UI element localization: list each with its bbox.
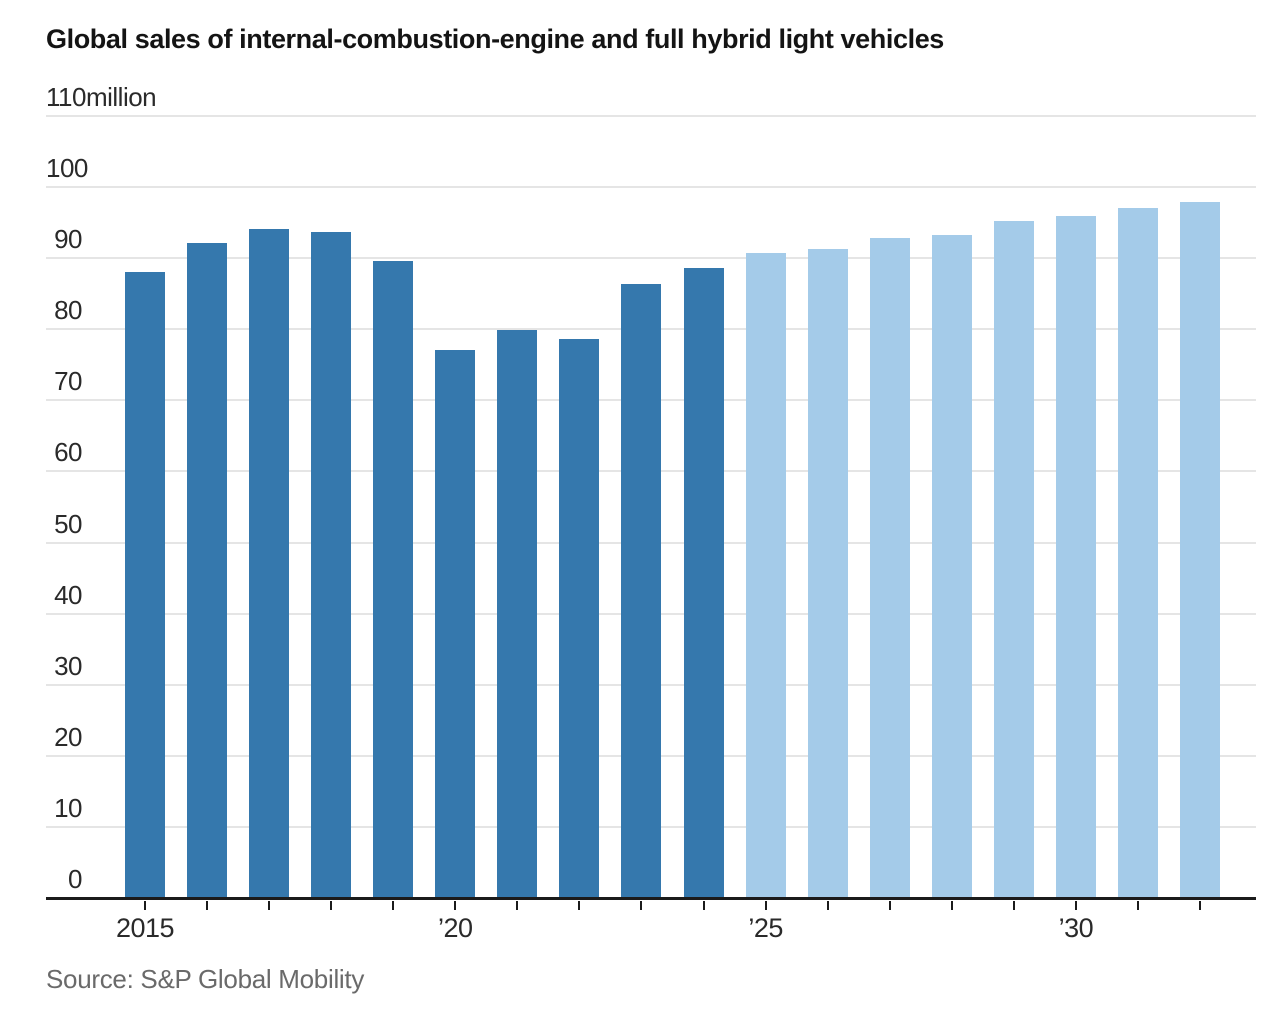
x-axis-label-2025: ’25 [748, 913, 783, 943]
y-axis-label-10: 10 [46, 795, 82, 821]
bar-2029 [993, 220, 1034, 899]
x-axis-tick-2022 [578, 901, 581, 910]
y-axis-tick-value: 0 [68, 864, 82, 894]
y-axis-label-110: 110 million [46, 82, 157, 112]
x-axis-tick-2018 [330, 901, 333, 910]
y-axis-tick-value: 80 [54, 295, 82, 326]
x-axis-tick-2026 [826, 901, 829, 910]
bar-2022 [559, 338, 600, 899]
y-axis-tick-value: 20 [54, 721, 82, 752]
bar-2020 [435, 350, 476, 899]
y-axis-label-70: 70 [46, 368, 82, 394]
y-axis-unit-label: million [85, 82, 157, 112]
gridline-100 [46, 186, 1256, 189]
bar-2030 [1055, 215, 1096, 899]
x-axis-tick-2020 [454, 901, 457, 910]
x-axis-tick-2023 [640, 901, 643, 910]
source-note: Source: S&P Global Mobility [46, 964, 365, 994]
y-axis-label-90: 90 [46, 226, 82, 252]
chart-title: Global sales of internal-combustion-engi… [46, 24, 944, 54]
bar-2015 [125, 271, 165, 899]
x-axis-tick-2024 [702, 901, 705, 910]
x-axis-line [46, 897, 1256, 900]
y-axis-label-0: 0 [46, 866, 82, 892]
y-axis-tick-value: 110 [46, 82, 86, 112]
bar-2025 [745, 252, 786, 899]
x-axis-tick-2032 [1199, 901, 1202, 910]
bar-2016 [187, 242, 228, 899]
y-axis-label-40: 40 [46, 582, 82, 608]
y-axis-tick-value: 50 [54, 508, 82, 539]
bar-2023 [621, 284, 662, 899]
x-axis-tick-2015 [144, 901, 146, 910]
plot-area: 0 10 20 30 40 50 60 70 80 90 100 110 million 2015 ’2… [46, 84, 1256, 942]
y-axis-tick-value: 70 [54, 366, 82, 397]
gridline-90 [46, 257, 1256, 260]
bar-2024 [683, 268, 724, 899]
y-axis-label-100: 100 [46, 155, 88, 181]
x-axis-tick-2027 [888, 901, 891, 910]
bar-2017 [249, 229, 290, 899]
y-axis-label-50: 50 [46, 511, 82, 537]
x-axis-tick-2025 [764, 901, 767, 910]
x-axis-tick-2017 [268, 901, 271, 910]
y-axis-tick-value: 40 [54, 579, 82, 610]
y-axis-tick-value: 100 [46, 153, 88, 184]
x-axis-label-2020: ’20 [438, 913, 473, 943]
x-axis-tick-2029 [1012, 901, 1015, 910]
bar-2031 [1117, 208, 1158, 899]
y-axis-tick-value: 60 [54, 437, 82, 468]
x-axis-label-2015: 2015 [115, 913, 175, 943]
x-axis-tick-2030 [1074, 901, 1077, 910]
bar-2018 [311, 232, 352, 899]
bar-2019 [373, 260, 414, 899]
x-axis-tick-2019 [392, 901, 395, 910]
bar-2026 [807, 248, 848, 899]
bar-2021 [497, 329, 538, 899]
x-axis-tick-2021 [516, 901, 519, 910]
bar-2027 [869, 237, 910, 899]
y-axis-tick-value: 30 [54, 650, 82, 681]
x-axis-tick-2028 [950, 901, 953, 910]
x-axis-label-2030: ’30 [1058, 913, 1094, 943]
x-axis-tick-2031 [1136, 901, 1139, 910]
y-axis-label-30: 30 [46, 653, 82, 679]
bar-2028 [931, 235, 972, 899]
y-axis-label-60: 60 [46, 439, 82, 465]
bar-2032 [1180, 202, 1221, 899]
y-axis-label-20: 20 [46, 724, 82, 750]
gridline-110 [46, 115, 1256, 117]
y-axis-tick-value: 90 [54, 224, 82, 255]
y-axis-label-80: 80 [46, 297, 82, 323]
x-axis-tick-2016 [206, 901, 209, 910]
y-axis-tick-value: 10 [54, 792, 82, 823]
